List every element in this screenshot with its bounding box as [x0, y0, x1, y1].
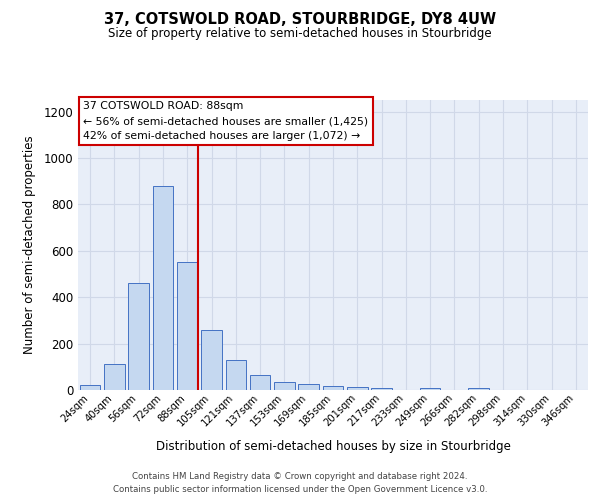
- Text: Size of property relative to semi-detached houses in Stourbridge: Size of property relative to semi-detach…: [108, 28, 492, 40]
- Bar: [177, 262, 197, 390]
- Bar: [250, 375, 271, 390]
- Y-axis label: Number of semi-detached properties: Number of semi-detached properties: [23, 136, 37, 354]
- Bar: [469, 388, 489, 390]
- X-axis label: Distribution of semi-detached houses by size in Stourbridge: Distribution of semi-detached houses by …: [155, 440, 511, 452]
- Bar: [371, 388, 392, 390]
- Bar: [80, 386, 100, 390]
- Bar: [201, 330, 222, 390]
- Text: Contains public sector information licensed under the Open Government Licence v3: Contains public sector information licen…: [113, 485, 487, 494]
- Bar: [347, 387, 368, 390]
- Bar: [274, 382, 295, 390]
- Bar: [226, 360, 246, 390]
- Text: 37, COTSWOLD ROAD, STOURBRIDGE, DY8 4UW: 37, COTSWOLD ROAD, STOURBRIDGE, DY8 4UW: [104, 12, 496, 28]
- Bar: [420, 388, 440, 390]
- Bar: [323, 386, 343, 390]
- Bar: [128, 284, 149, 390]
- Bar: [104, 364, 125, 390]
- Bar: [298, 384, 319, 390]
- Text: 37 COTSWOLD ROAD: 88sqm
← 56% of semi-detached houses are smaller (1,425)
42% of: 37 COTSWOLD ROAD: 88sqm ← 56% of semi-de…: [83, 102, 368, 141]
- Text: Contains HM Land Registry data © Crown copyright and database right 2024.: Contains HM Land Registry data © Crown c…: [132, 472, 468, 481]
- Bar: [152, 186, 173, 390]
